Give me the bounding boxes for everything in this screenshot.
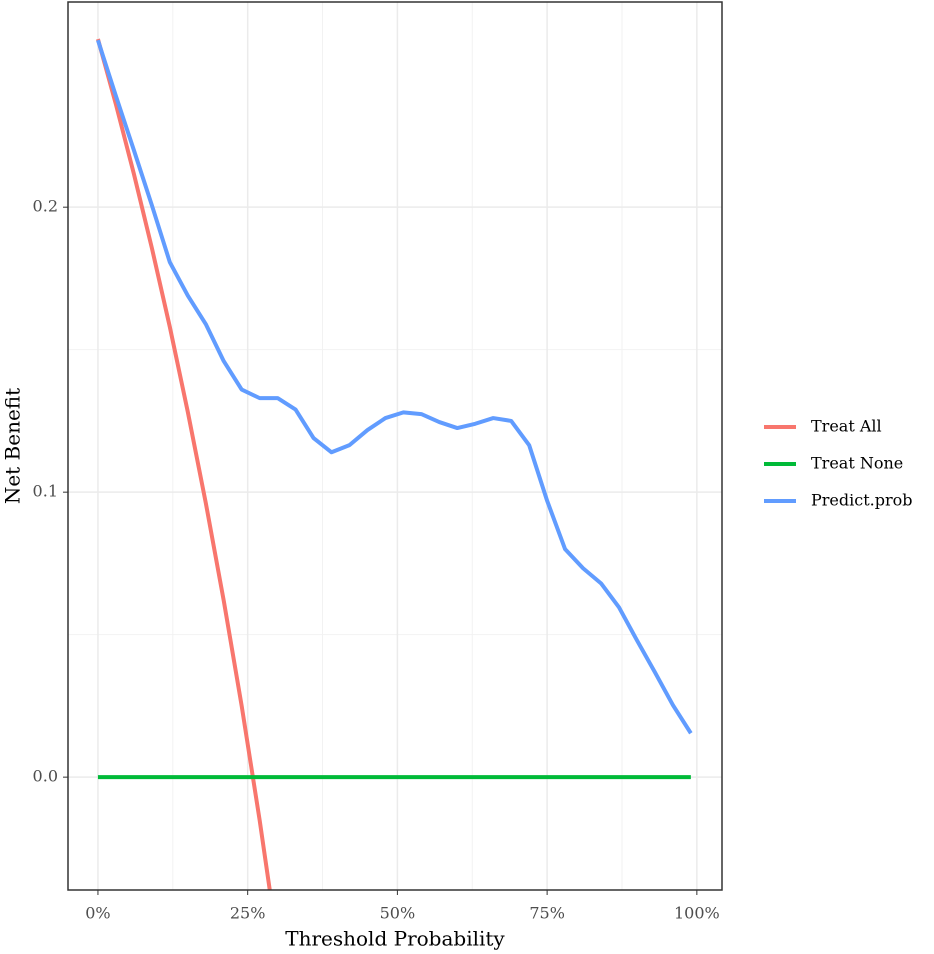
x-tick-label: 25% (230, 904, 266, 923)
legend-label: Predict.prob (811, 491, 912, 510)
x-axis-title: Threshold Probability (285, 927, 505, 951)
legend: Treat All Treat None Predict.prob (764, 417, 912, 510)
y-tick-label: 0.0 (33, 767, 58, 786)
series-line (96, 38, 272, 890)
y-tick-label: 0.2 (33, 197, 58, 216)
plot-lines (96, 38, 693, 890)
x-tick-label: 0% (85, 904, 110, 923)
panel-border (67, 1, 723, 891)
grid (68, 2, 722, 890)
y-tick-label: 0.1 (33, 482, 58, 501)
x-tick-label: 100% (674, 904, 720, 923)
legend-label: Treat None (811, 454, 903, 473)
legend-label: Treat All (811, 417, 882, 436)
series-line (96, 39, 693, 735)
x-tick-label: 50% (380, 904, 416, 923)
y-axis-title: Net Benefit (1, 388, 25, 504)
x-tick-label: 75% (529, 904, 565, 923)
